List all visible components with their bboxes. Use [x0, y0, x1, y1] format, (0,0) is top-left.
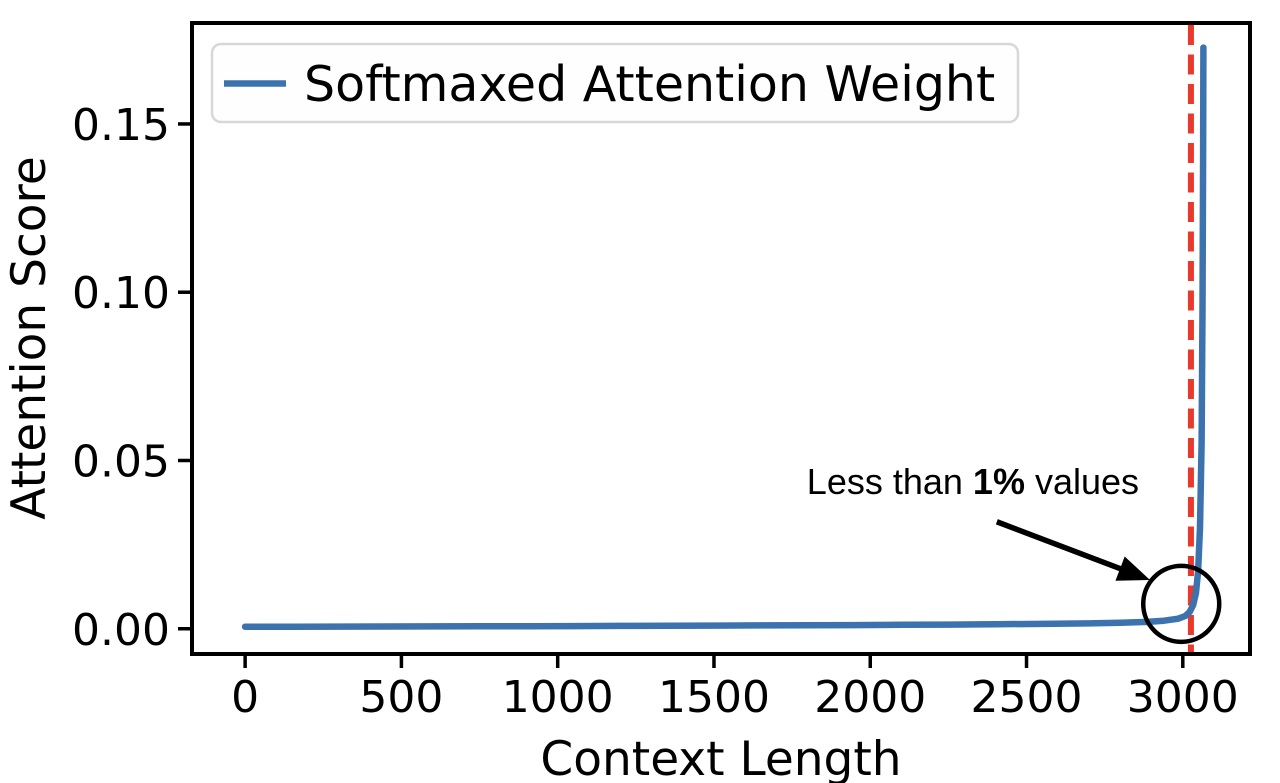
y-tick-label: 0.00: [72, 605, 170, 656]
legend-label: Softmaxed Attention Weight: [304, 56, 995, 113]
annotation-arrow-head-icon: [1115, 556, 1150, 581]
x-tick-label: 500: [359, 672, 443, 723]
annotation-text: Less than 1% values: [807, 461, 1139, 502]
y-tick-label: 0.10: [72, 268, 170, 319]
y-tick-label: 0.15: [72, 100, 170, 151]
y-tick-label: 0.05: [72, 436, 170, 487]
x-tick-label: 2500: [971, 672, 1083, 723]
x-axis-title: Context Length: [540, 732, 901, 783]
x-tick-label: 1500: [658, 672, 770, 723]
x-tick-label: 2000: [814, 672, 926, 723]
annotation-highlight-circle: [1140, 563, 1222, 645]
annotation-arrow-shaft: [995, 519, 1129, 575]
legend: Softmaxed Attention Weight: [210, 42, 1020, 124]
y-axis-ticks: 0.00 0.05 0.10 0.15: [72, 100, 192, 656]
legend-box: [210, 42, 1020, 124]
x-tick-label: 1000: [502, 672, 614, 723]
plot-frame: [190, 21, 1252, 656]
series-softmaxed-attention-weight-line: [241, 44, 1207, 630]
x-tick-label: 3000: [1127, 672, 1239, 723]
y-axis-title: Attention Score: [2, 156, 57, 520]
x-tick-label: 0: [231, 672, 259, 723]
x-axis-ticks: 0 500 1000 1500 2000 2500 3000: [231, 654, 1239, 723]
